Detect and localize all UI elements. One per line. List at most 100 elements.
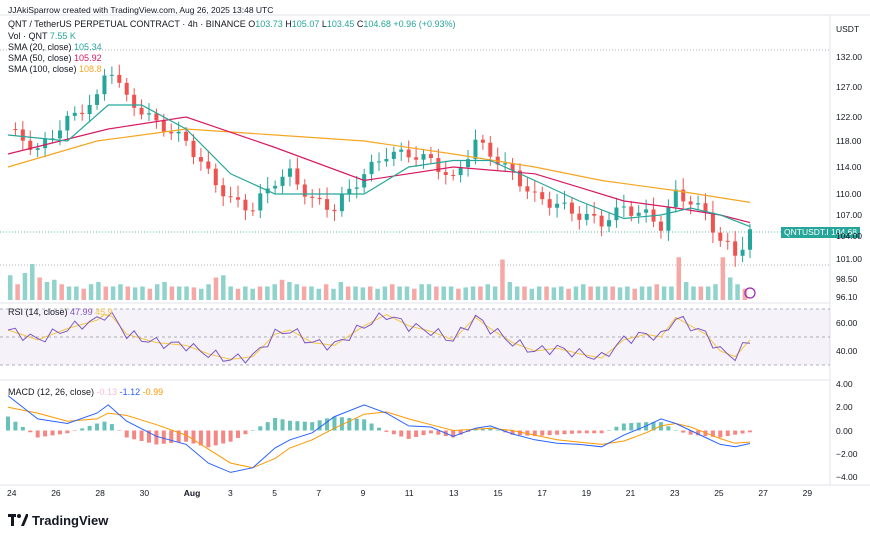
macd-hist-bar bbox=[325, 418, 330, 431]
macd-hist-bar bbox=[592, 430, 597, 434]
macd-hist-bar bbox=[428, 430, 433, 434]
candle-body bbox=[302, 184, 307, 197]
candle-body bbox=[280, 176, 285, 186]
candle-body bbox=[258, 193, 263, 211]
candle-body bbox=[176, 131, 181, 134]
macd-hist-bar bbox=[740, 430, 745, 434]
macd-hist-bar bbox=[295, 421, 300, 431]
price-tick-label: 110.00 bbox=[836, 189, 862, 199]
macd-hist-bar bbox=[495, 430, 500, 431]
time-tick-label: 15 bbox=[493, 488, 503, 498]
time-tick-label: 3 bbox=[228, 488, 233, 498]
macd-hist-bar bbox=[28, 430, 33, 433]
macd-hist-bar bbox=[184, 430, 189, 442]
volume-bar bbox=[529, 288, 535, 300]
macd-hist-bar bbox=[250, 430, 255, 431]
candle-body bbox=[117, 74, 122, 83]
macd-hist-bar bbox=[414, 430, 419, 438]
macd-hist-bar bbox=[532, 430, 537, 437]
volume-bar bbox=[705, 286, 711, 300]
candle-body bbox=[636, 212, 641, 216]
macd-hist-bar bbox=[213, 430, 218, 446]
volume-bar bbox=[287, 282, 292, 300]
candle-body bbox=[480, 139, 485, 143]
volume-bar bbox=[30, 264, 35, 300]
macd-hist-bar bbox=[399, 430, 404, 437]
candle-body bbox=[198, 157, 203, 162]
sma20-legend: SMA (20, close) 105.34 bbox=[8, 42, 102, 53]
time-tick-label: 21 bbox=[625, 488, 636, 498]
candle-body bbox=[87, 104, 92, 115]
volume-bar bbox=[639, 286, 645, 300]
volume-bar bbox=[243, 286, 248, 300]
volume-bar bbox=[125, 286, 131, 300]
candle-body bbox=[325, 199, 330, 210]
volume-bar bbox=[404, 286, 410, 300]
macd-hist-bar bbox=[347, 417, 352, 431]
volume-bar bbox=[581, 284, 586, 300]
sma100-line bbox=[7, 128, 751, 203]
candle-body bbox=[577, 213, 582, 220]
candle-body bbox=[184, 131, 189, 141]
candle-body bbox=[681, 189, 686, 202]
volume-bar bbox=[492, 286, 498, 300]
candle-body bbox=[169, 131, 174, 134]
macd-hist-bar bbox=[265, 422, 270, 431]
volume-bar bbox=[345, 286, 351, 300]
candle-body bbox=[399, 149, 404, 152]
macd-hist-bar bbox=[6, 416, 10, 431]
macd-hist-bar bbox=[80, 428, 85, 431]
macd-tick-label: −2.00 bbox=[836, 449, 858, 459]
price-tick-label: 96.10 bbox=[836, 292, 858, 302]
macd-hist-bar bbox=[718, 430, 723, 438]
volume-bar bbox=[610, 286, 615, 300]
candle-body bbox=[703, 203, 708, 213]
candle-body bbox=[109, 74, 114, 76]
candle-body bbox=[287, 168, 292, 177]
macd-hist-bar bbox=[132, 430, 137, 440]
candle-body bbox=[332, 209, 337, 212]
volume-bar bbox=[470, 286, 476, 300]
volume-bar bbox=[309, 286, 314, 300]
rsi-label: RSI (14, close) bbox=[8, 307, 68, 317]
volume-bar bbox=[265, 286, 270, 300]
macd-tick-label: 2.00 bbox=[836, 402, 853, 412]
volume-bar bbox=[66, 286, 72, 300]
volume-bar bbox=[331, 288, 336, 300]
time-tick-label: 29 bbox=[802, 488, 813, 498]
candle-body bbox=[154, 113, 159, 121]
macd-hist-bar bbox=[87, 425, 92, 431]
sma20-value: 105.34 bbox=[74, 42, 102, 52]
volume-bar bbox=[426, 284, 432, 300]
candle-body bbox=[310, 196, 315, 198]
candle-body bbox=[243, 199, 248, 211]
candle-body bbox=[421, 154, 426, 160]
volume-bar bbox=[676, 257, 682, 300]
sma20-line bbox=[7, 104, 751, 228]
candle-body bbox=[20, 129, 25, 141]
price-tick-label: 114.00 bbox=[836, 162, 862, 172]
candle-body bbox=[236, 197, 241, 200]
volume-bar bbox=[558, 286, 564, 300]
time-tick-label: 5 bbox=[272, 488, 277, 498]
candle-body bbox=[740, 249, 745, 256]
volume-bar bbox=[514, 286, 520, 300]
volume-bar bbox=[176, 286, 182, 300]
macd-hist-bar bbox=[555, 430, 560, 435]
time-tick-label: 27 bbox=[758, 488, 768, 498]
macd-hist-bar bbox=[20, 427, 25, 431]
volume-bar bbox=[669, 286, 674, 300]
macd-line bbox=[7, 395, 751, 473]
macd-hist-bar bbox=[124, 430, 129, 438]
volume-bar bbox=[683, 282, 689, 300]
candle-body bbox=[221, 185, 226, 197]
volume-bar bbox=[323, 284, 329, 300]
tradingview-logo[interactable]: TradingView bbox=[8, 512, 108, 528]
macd-tick-label: 0.00 bbox=[836, 425, 853, 436]
event-marker-icon bbox=[744, 287, 756, 299]
candle-body bbox=[718, 232, 723, 241]
volume-bar bbox=[15, 284, 20, 300]
macd-hist-bar bbox=[488, 427, 493, 431]
ohlc-key-c: C bbox=[354, 19, 364, 29]
candle-body bbox=[95, 94, 100, 105]
